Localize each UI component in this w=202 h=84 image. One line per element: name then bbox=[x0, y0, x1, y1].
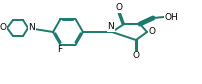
Text: O: O bbox=[115, 4, 122, 13]
Text: O: O bbox=[0, 24, 6, 33]
Text: N: N bbox=[28, 24, 35, 33]
Text: N: N bbox=[107, 23, 114, 32]
Text: O: O bbox=[132, 51, 139, 60]
Text: F: F bbox=[57, 46, 62, 55]
Text: O: O bbox=[148, 27, 155, 37]
Text: OH: OH bbox=[163, 13, 177, 22]
